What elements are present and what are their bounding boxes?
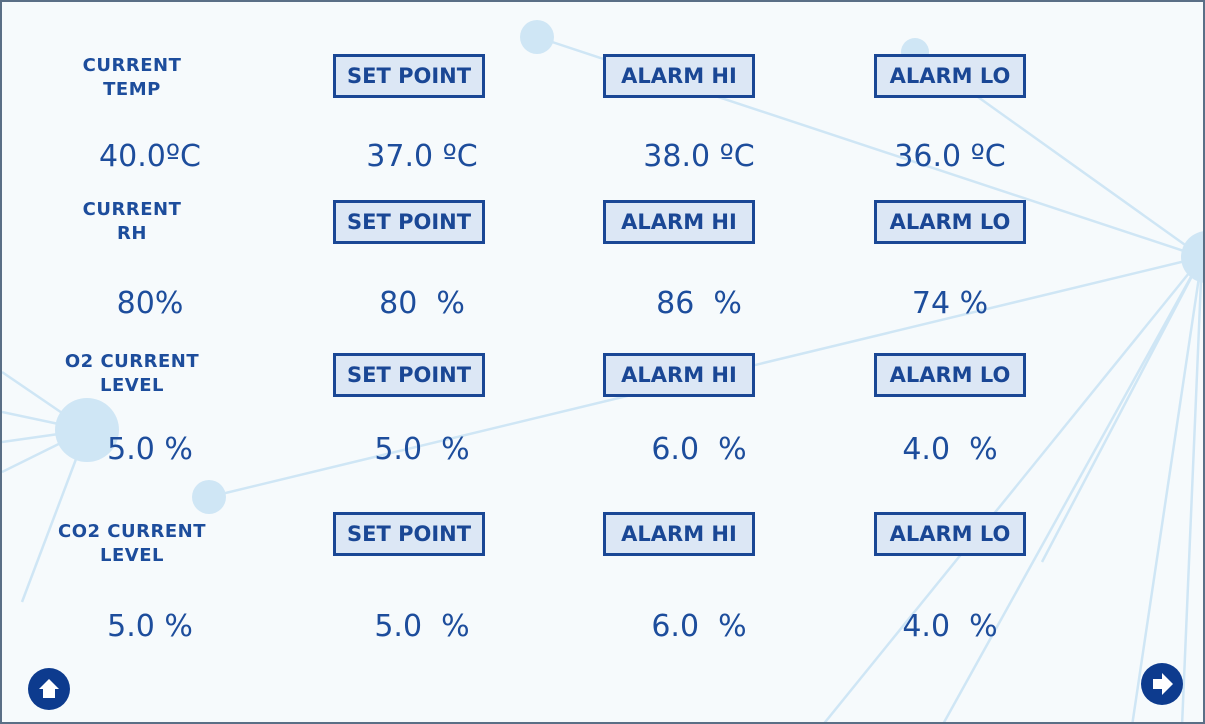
- setting-button[interactable]: ALARM LO: [874, 200, 1026, 244]
- setting-button[interactable]: SET POINT: [333, 353, 485, 397]
- value-readout: 5.0 %: [107, 609, 193, 644]
- value-readout: 6.0 %: [651, 432, 747, 467]
- value-readout: 5.0 %: [107, 432, 193, 467]
- label-line: CURRENT: [82, 55, 182, 76]
- value-readout: 5.0 %: [374, 432, 470, 467]
- value-readout: 86 %: [656, 286, 742, 321]
- row-label: CO2 CURRENT LEVEL: [22, 520, 242, 568]
- setting-button[interactable]: SET POINT: [333, 200, 485, 244]
- row-label: O2 CURRENT LEVEL: [22, 350, 242, 398]
- label-line: CO2 CURRENT: [58, 521, 206, 542]
- value-readout: 38.0 ºC: [643, 139, 755, 174]
- home-button[interactable]: [28, 668, 70, 710]
- home-icon: [39, 679, 59, 698]
- value-readout: 74 %: [911, 286, 989, 321]
- setting-button[interactable]: ALARM LO: [874, 512, 1026, 556]
- row-label: CURRENT TEMP: [22, 54, 242, 102]
- label-line: TEMP: [103, 79, 161, 100]
- value-readout: 4.0 %: [902, 432, 998, 467]
- setting-button[interactable]: ALARM HI: [603, 512, 755, 556]
- setting-button[interactable]: ALARM LO: [874, 54, 1026, 98]
- value-readout: 5.0 %: [374, 609, 470, 644]
- label-line: RH: [117, 223, 147, 244]
- label-line: LEVEL: [100, 545, 164, 566]
- setting-button[interactable]: SET POINT: [333, 512, 485, 556]
- label-line: CURRENT: [82, 199, 182, 220]
- next-button[interactable]: [1141, 663, 1183, 705]
- setting-button[interactable]: SET POINT: [333, 54, 485, 98]
- row-label: CURRENT RH: [22, 198, 242, 246]
- value-readout: 80%: [116, 286, 184, 321]
- label-line: LEVEL: [100, 375, 164, 396]
- value-readout: 80 %: [379, 286, 465, 321]
- setting-button[interactable]: ALARM HI: [603, 54, 755, 98]
- label-line: O2 CURRENT: [64, 351, 200, 372]
- value-readout: 6.0 %: [651, 609, 747, 644]
- value-readout: 4.0 %: [902, 609, 998, 644]
- setting-button[interactable]: ALARM LO: [874, 353, 1026, 397]
- value-readout: 36.0 ºC: [894, 139, 1006, 174]
- next-icon: [1153, 673, 1173, 695]
- value-readout: 40.0ºC: [99, 139, 201, 174]
- setting-button[interactable]: ALARM HI: [603, 353, 755, 397]
- value-readout: 37.0 ºC: [366, 139, 478, 174]
- setting-button[interactable]: ALARM HI: [603, 200, 755, 244]
